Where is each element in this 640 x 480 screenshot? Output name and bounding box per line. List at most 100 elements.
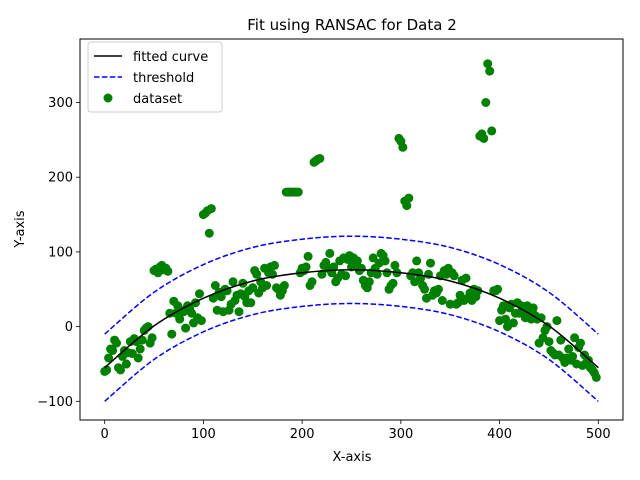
x-tick-label: 500 <box>586 427 611 442</box>
data-point <box>390 260 400 270</box>
data-point <box>135 344 145 354</box>
data-point <box>175 314 185 324</box>
legend: fitted curve threshold dataset <box>87 41 223 113</box>
data-point <box>329 262 339 272</box>
x-tick-label: 0 <box>101 427 109 442</box>
data-point <box>528 303 538 313</box>
data-point <box>364 277 374 287</box>
y-tick-label: 0 <box>65 320 73 335</box>
data-point <box>133 353 143 363</box>
data-point <box>356 263 366 273</box>
y-axis-label: Y-axis <box>13 210 28 248</box>
data-point <box>481 98 491 107</box>
data-point <box>552 316 562 326</box>
data-point <box>163 266 173 276</box>
threshold-lower-line <box>104 302 599 402</box>
data-point <box>382 268 392 278</box>
data-point <box>493 284 503 294</box>
fitted-curve-line <box>104 269 599 369</box>
data-point <box>368 253 378 263</box>
data-point <box>556 335 566 345</box>
data-point <box>372 269 382 279</box>
data-point <box>449 271 459 281</box>
data-point <box>301 262 311 272</box>
data-point <box>591 372 601 382</box>
data-point <box>487 126 497 136</box>
data-point <box>248 283 258 293</box>
x-axis-label: X-axis <box>333 450 372 465</box>
data-point <box>341 271 351 281</box>
data-point <box>402 201 412 211</box>
x-tick-label: 400 <box>487 427 512 442</box>
x-tick-label: 100 <box>191 427 216 442</box>
y-tick-label: −100 <box>37 395 73 410</box>
data-point <box>426 258 435 268</box>
data-point <box>216 292 226 302</box>
data-point <box>228 277 238 287</box>
x-tick-label: 300 <box>388 427 413 442</box>
x-tick-label: 200 <box>290 427 315 442</box>
legend-curve-label: fitted curve <box>133 50 208 65</box>
data-point <box>262 281 272 290</box>
data-point <box>576 338 585 348</box>
legend-frame <box>87 41 223 113</box>
data-point <box>137 335 147 345</box>
data-point <box>570 333 580 343</box>
data-point <box>206 204 216 214</box>
data-point <box>564 344 574 354</box>
data-point <box>501 314 510 324</box>
data-point <box>147 333 157 343</box>
y-tick-label: 100 <box>48 245 73 260</box>
data-point <box>433 284 443 294</box>
data-point <box>583 355 593 365</box>
data-point <box>246 298 256 308</box>
data-point <box>437 296 447 305</box>
data-point <box>542 322 552 332</box>
legend-dataset-swatch <box>103 93 113 103</box>
plot-area <box>100 59 601 402</box>
axis-ticks: 0 100 200 300 400 500 −100 0 100 200 300 <box>37 96 610 442</box>
data-point <box>479 133 489 143</box>
data-point <box>317 269 327 279</box>
data-point <box>112 338 121 348</box>
data-point <box>208 293 218 303</box>
legend-threshold-label: threshold <box>133 71 194 86</box>
data-point <box>279 281 289 290</box>
data-point <box>108 346 118 355</box>
data-point <box>167 329 177 339</box>
data-point <box>508 318 518 328</box>
data-point <box>380 256 390 266</box>
data-point <box>195 289 204 299</box>
data-point <box>398 142 408 152</box>
data-point <box>388 278 398 288</box>
data-point <box>483 59 493 69</box>
chart-title: Fit using RANSAC for Data 2 <box>247 16 457 34</box>
data-point <box>181 323 191 333</box>
threshold-upper-line <box>104 235 599 335</box>
data-point <box>102 365 112 375</box>
data-point <box>196 316 206 326</box>
data-point <box>204 228 214 238</box>
data-point <box>412 256 422 266</box>
data-point <box>325 248 335 258</box>
plot-frame <box>79 38 624 421</box>
legend-dataset-label: dataset <box>133 92 182 107</box>
data-point <box>234 307 244 317</box>
data-point <box>293 187 303 197</box>
data-point <box>315 154 325 163</box>
data-point <box>210 281 220 290</box>
data-point <box>104 353 114 363</box>
data-point <box>303 251 313 261</box>
data-point <box>252 269 262 279</box>
data-point <box>121 359 131 369</box>
data-point <box>270 260 279 270</box>
data-point <box>307 277 317 287</box>
data-point <box>485 66 495 76</box>
data-point <box>404 193 414 203</box>
data-point <box>420 284 430 294</box>
y-tick-label: 300 <box>48 96 73 111</box>
data-point <box>568 352 578 361</box>
data-point <box>544 337 554 347</box>
y-tick-label: 200 <box>48 171 73 186</box>
